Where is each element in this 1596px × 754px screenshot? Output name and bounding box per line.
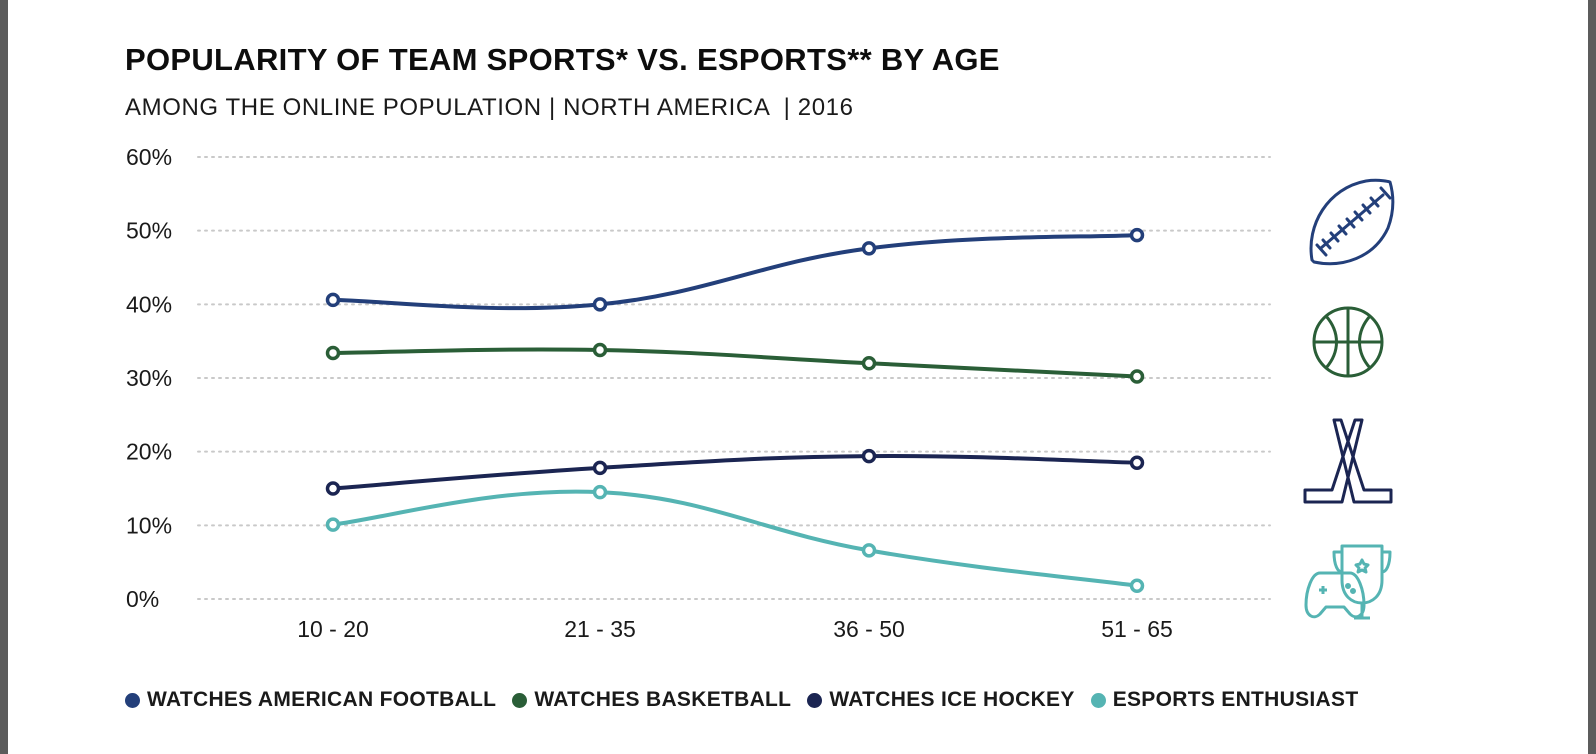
legend-marker xyxy=(807,692,823,708)
basketball-icon xyxy=(1312,306,1384,378)
legend: WATCHES AMERICAN FOOTBALL WATCHES BASKETB… xyxy=(125,688,1374,712)
data-point xyxy=(861,448,877,464)
data-point xyxy=(1129,369,1145,384)
y-tick-label: 20% xyxy=(126,439,172,465)
legend-marker xyxy=(512,692,528,708)
x-tick-label: 21 - 35 xyxy=(564,616,636,642)
series-lines xyxy=(331,233,1139,588)
x-axis: 10 - 20 21 - 35 36 - 50 51 - 65 xyxy=(297,616,1173,642)
x-tick-label: 36 - 50 xyxy=(833,616,905,642)
y-tick-label: 0% xyxy=(126,586,159,612)
data-point xyxy=(861,356,877,371)
legend-item: WATCHES AMERICAN FOOTBALL xyxy=(125,688,496,712)
line-chart: 0% 10% 20% 30% 40% 50% 60% 10 - 20 21 - 35 36 - … xyxy=(126,144,1395,642)
data-point xyxy=(1129,578,1145,593)
data-point xyxy=(861,241,877,256)
x-tick-label: 10 - 20 xyxy=(297,616,369,642)
data-point xyxy=(325,517,341,532)
series-line xyxy=(331,347,1139,379)
data-point xyxy=(325,481,341,496)
y-tick-label: 40% xyxy=(126,291,172,317)
series-line xyxy=(331,489,1139,588)
legend-item: WATCHES ICE HOCKEY xyxy=(807,688,1074,712)
legend-item: ESPORTS ENTHUSIAST xyxy=(1090,688,1359,712)
data-point xyxy=(592,297,608,312)
chart-subtitle: AMONG THE ONLINE POPULATION | NORTH AMER… xyxy=(125,94,854,121)
legend-item: WATCHES BASKETBALL xyxy=(512,688,791,712)
y-tick-label: 10% xyxy=(126,512,172,538)
y-tick-label: 30% xyxy=(126,365,172,391)
gamepad-trophy-icon xyxy=(1304,544,1392,620)
x-tick-label: 51 - 65 xyxy=(1101,616,1173,642)
data-point xyxy=(325,292,341,308)
data-point xyxy=(1129,227,1145,243)
legend-marker xyxy=(1090,692,1106,708)
data-point xyxy=(861,543,877,558)
y-tick-label: 50% xyxy=(126,218,172,244)
series-line xyxy=(331,233,1139,311)
grid-lines xyxy=(197,156,1271,600)
series-points xyxy=(325,227,1145,593)
ice-hockey-sticks-icon xyxy=(1303,418,1393,504)
window-edge xyxy=(1588,0,1596,754)
data-point xyxy=(325,345,341,361)
page: POPULARITY OF TEAM SPORTS* VS. ESPORTS**… xyxy=(8,0,1588,754)
legend-label: WATCHES AMERICAN FOOTBALL xyxy=(147,688,497,711)
legend-label: WATCHES ICE HOCKEY xyxy=(829,688,1075,711)
data-point xyxy=(1129,455,1145,470)
data-point xyxy=(592,460,608,476)
legend-label: ESPORTS ENTHUSIAST xyxy=(1112,688,1359,711)
data-point xyxy=(592,342,608,358)
y-tick-label: 60% xyxy=(126,144,172,170)
american-football-icon xyxy=(1309,178,1395,266)
y-axis: 0% 10% 20% 30% 40% 50% 60% xyxy=(126,144,172,612)
legend-label: WATCHES BASKETBALL xyxy=(534,688,792,711)
data-point xyxy=(592,484,608,500)
legend-marker xyxy=(125,692,140,708)
series-line xyxy=(331,453,1139,491)
chart-title: POPULARITY OF TEAM SPORTS* VS. ESPORTS**… xyxy=(125,42,1000,77)
